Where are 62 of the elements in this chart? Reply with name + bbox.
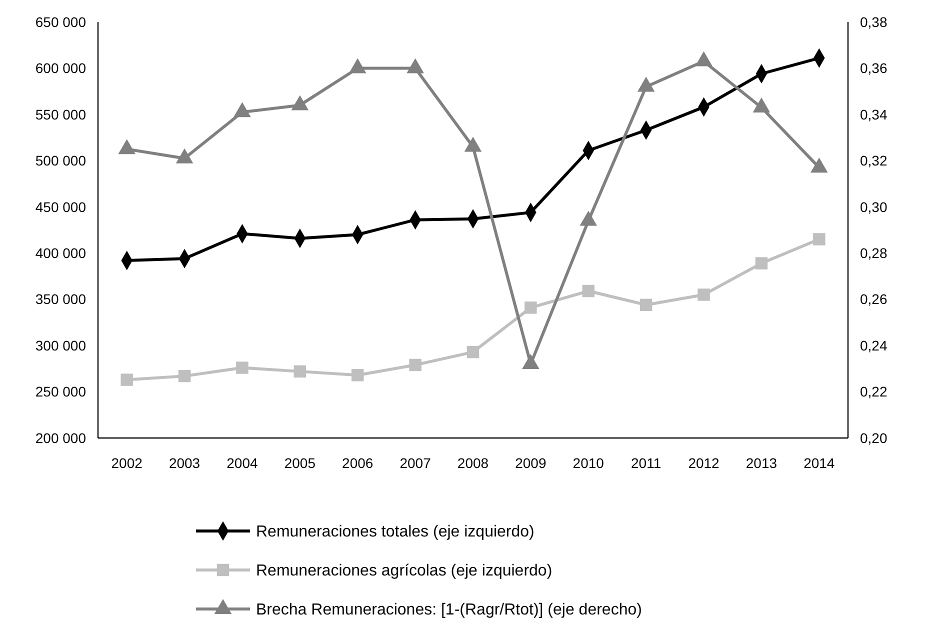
y-tick-label: 600 000 <box>35 60 86 76</box>
point <box>466 346 480 358</box>
point <box>698 288 710 301</box>
y-tick-label: 450 000 <box>35 198 86 215</box>
x-tick-label: 2008 <box>457 455 489 471</box>
point <box>291 95 309 110</box>
y-tick-label: 300 000 <box>35 337 86 354</box>
x-tick-label: 2013 <box>746 455 778 471</box>
y-tick-label: 250 000 <box>35 384 86 400</box>
y2-tick-label: 0,34 <box>860 106 888 122</box>
y2-tick-label: 0,22 <box>860 384 888 400</box>
point <box>348 58 366 74</box>
y2-tick-label: 0,24 <box>860 337 888 354</box>
point <box>810 158 828 173</box>
x-tick-label: 2012 <box>688 455 720 471</box>
point <box>406 58 424 74</box>
y-tick-label: 550 000 <box>35 106 86 122</box>
point <box>176 148 194 164</box>
point <box>582 284 595 298</box>
point <box>580 210 598 226</box>
point <box>120 374 133 386</box>
point <box>294 365 306 378</box>
y2-tick-label: 0,30 <box>860 198 888 215</box>
point <box>522 354 540 370</box>
y2-tick-label: 0,20 <box>860 430 888 446</box>
y-tick-label: 350 000 <box>35 291 86 308</box>
x-tick-label: 2003 <box>168 455 200 471</box>
point <box>695 51 712 66</box>
x-tick-label: 2011 <box>631 455 662 471</box>
point <box>752 98 770 113</box>
x-tick-label: 2007 <box>400 455 432 471</box>
point <box>464 136 482 152</box>
y2-tick-label: 0,32 <box>860 152 888 169</box>
point <box>351 369 364 382</box>
x-tick-label: 2009 <box>515 455 546 471</box>
point <box>409 358 422 372</box>
y2-tick-label: 0,28 <box>860 245 888 262</box>
point <box>236 362 248 374</box>
y2-tick-label: 0,36 <box>860 60 888 76</box>
x-tick-label: 2014 <box>804 455 835 471</box>
x-tick-label: 2010 <box>572 455 604 471</box>
y-tick-label: 500 000 <box>35 152 86 169</box>
point <box>640 298 652 312</box>
y-tick-label: 650 000 <box>35 14 86 30</box>
point <box>637 76 655 92</box>
legend-label: Remuneraciones totales (eje izquierdo) <box>256 524 534 541</box>
y2-tick-label: 0,26 <box>860 291 888 308</box>
point <box>178 370 191 382</box>
point <box>234 102 251 118</box>
y2-tick-label: 0,38 <box>860 14 888 30</box>
x-tick-label: 2004 <box>226 455 258 471</box>
point <box>118 139 136 154</box>
point <box>813 233 826 246</box>
point <box>524 302 537 314</box>
y-tick-label: 200 000 <box>35 430 86 446</box>
y-tick-label: 400 000 <box>35 245 86 262</box>
x-tick-label: 2006 <box>342 455 374 471</box>
legend-label: Brecha Remuneraciones: [1-(Ragr/Rtot)] (eje derecho) <box>256 602 642 619</box>
x-tick-label: 2005 <box>284 455 316 471</box>
x-tick-label: 2002 <box>111 455 143 471</box>
point <box>755 257 768 270</box>
legend-label: Remuneraciones agrícolas (eje izquierdo) <box>256 562 552 580</box>
